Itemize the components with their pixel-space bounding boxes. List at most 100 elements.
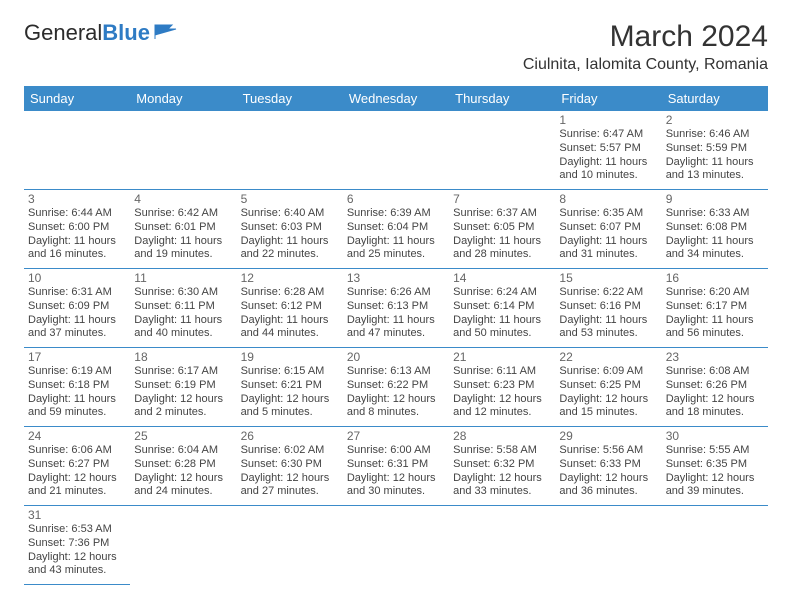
sunset-line: Sunset: 6:25 PM <box>559 379 657 393</box>
calendar-table: Sunday Monday Tuesday Wednesday Thursday… <box>24 86 768 585</box>
sunset-line: Sunset: 6:08 PM <box>666 221 764 235</box>
daylight-line-1: Daylight: 11 hours <box>28 235 126 249</box>
daylight-line-1: Daylight: 12 hours <box>347 393 445 407</box>
daylight-line-1: Daylight: 12 hours <box>453 472 551 486</box>
col-sat: Saturday <box>662 86 768 111</box>
daylight-line-1: Daylight: 11 hours <box>347 314 445 328</box>
sunset-line: Sunset: 6:26 PM <box>666 379 764 393</box>
daylight-line-1: Daylight: 11 hours <box>559 314 657 328</box>
sunset-line: Sunset: 6:28 PM <box>134 458 232 472</box>
daylight-line-1: Daylight: 11 hours <box>241 314 339 328</box>
sunset-line: Sunset: 6:27 PM <box>28 458 126 472</box>
daylight-line-1: Daylight: 12 hours <box>559 472 657 486</box>
sunset-line: Sunset: 6:30 PM <box>241 458 339 472</box>
calendar-cell: 20Sunrise: 6:13 AMSunset: 6:22 PMDayligh… <box>343 348 449 427</box>
calendar-cell: 5Sunrise: 6:40 AMSunset: 6:03 PMDaylight… <box>237 190 343 269</box>
daylight-line-2: and 18 minutes. <box>666 406 764 420</box>
sunset-line: Sunset: 6:32 PM <box>453 458 551 472</box>
sunrise-line: Sunrise: 6:04 AM <box>134 444 232 458</box>
day-number: 15 <box>559 271 657 285</box>
logo-flag-icon <box>154 23 180 41</box>
day-number: 29 <box>559 429 657 443</box>
sunset-line: Sunset: 6:19 PM <box>134 379 232 393</box>
calendar-cell <box>130 506 236 585</box>
daylight-line-2: and 31 minutes. <box>559 248 657 262</box>
daylight-line-1: Daylight: 11 hours <box>453 235 551 249</box>
day-number: 6 <box>347 192 445 206</box>
sunrise-line: Sunrise: 6:37 AM <box>453 207 551 221</box>
sunrise-line: Sunrise: 6:44 AM <box>28 207 126 221</box>
sunrise-line: Sunrise: 6:19 AM <box>28 365 126 379</box>
sunrise-line: Sunrise: 5:55 AM <box>666 444 764 458</box>
calendar-cell: 27Sunrise: 6:00 AMSunset: 6:31 PMDayligh… <box>343 427 449 506</box>
sunrise-line: Sunrise: 6:09 AM <box>559 365 657 379</box>
daylight-line-2: and 44 minutes. <box>241 327 339 341</box>
sunrise-line: Sunrise: 5:56 AM <box>559 444 657 458</box>
day-number: 27 <box>347 429 445 443</box>
calendar-row: 31Sunrise: 6:53 AMSunset: 7:36 PMDayligh… <box>24 506 768 585</box>
col-mon: Monday <box>130 86 236 111</box>
daylight-line-2: and 12 minutes. <box>453 406 551 420</box>
sunset-line: Sunset: 6:04 PM <box>347 221 445 235</box>
daylight-line-2: and 15 minutes. <box>559 406 657 420</box>
daylight-line-1: Daylight: 12 hours <box>347 472 445 486</box>
sunset-line: Sunset: 6:03 PM <box>241 221 339 235</box>
sunset-line: Sunset: 6:18 PM <box>28 379 126 393</box>
sunrise-line: Sunrise: 6:47 AM <box>559 128 657 142</box>
sunset-line: Sunset: 6:35 PM <box>666 458 764 472</box>
day-number: 16 <box>666 271 764 285</box>
day-number: 12 <box>241 271 339 285</box>
calendar-cell: 24Sunrise: 6:06 AMSunset: 6:27 PMDayligh… <box>24 427 130 506</box>
sunset-line: Sunset: 6:14 PM <box>453 300 551 314</box>
header: GeneralBlue March 2024 Ciulnita, Ialomit… <box>24 20 768 74</box>
sunrise-line: Sunrise: 6:30 AM <box>134 286 232 300</box>
sunset-line: Sunset: 6:11 PM <box>134 300 232 314</box>
col-fri: Friday <box>555 86 661 111</box>
calendar-row: 10Sunrise: 6:31 AMSunset: 6:09 PMDayligh… <box>24 269 768 348</box>
daylight-line-2: and 13 minutes. <box>666 169 764 183</box>
sunset-line: Sunset: 5:57 PM <box>559 142 657 156</box>
calendar-cell: 17Sunrise: 6:19 AMSunset: 6:18 PMDayligh… <box>24 348 130 427</box>
calendar-cell: 3Sunrise: 6:44 AMSunset: 6:00 PMDaylight… <box>24 190 130 269</box>
day-number: 9 <box>666 192 764 206</box>
day-number: 25 <box>134 429 232 443</box>
daylight-line-1: Daylight: 11 hours <box>666 314 764 328</box>
calendar-cell: 2Sunrise: 6:46 AMSunset: 5:59 PMDaylight… <box>662 111 768 190</box>
col-thu: Thursday <box>449 86 555 111</box>
daylight-line-2: and 2 minutes. <box>134 406 232 420</box>
calendar-cell: 19Sunrise: 6:15 AMSunset: 6:21 PMDayligh… <box>237 348 343 427</box>
calendar-cell: 29Sunrise: 5:56 AMSunset: 6:33 PMDayligh… <box>555 427 661 506</box>
logo-text-2: Blue <box>102 20 150 46</box>
sunrise-line: Sunrise: 6:06 AM <box>28 444 126 458</box>
day-number: 22 <box>559 350 657 364</box>
day-number: 5 <box>241 192 339 206</box>
calendar-cell: 22Sunrise: 6:09 AMSunset: 6:25 PMDayligh… <box>555 348 661 427</box>
calendar-cell: 1Sunrise: 6:47 AMSunset: 5:57 PMDaylight… <box>555 111 661 190</box>
calendar-cell: 9Sunrise: 6:33 AMSunset: 6:08 PMDaylight… <box>662 190 768 269</box>
calendar-cell <box>343 506 449 585</box>
daylight-line-1: Daylight: 11 hours <box>347 235 445 249</box>
logo-text-1: General <box>24 20 102 46</box>
daylight-line-2: and 37 minutes. <box>28 327 126 341</box>
day-number: 30 <box>666 429 764 443</box>
sunrise-line: Sunrise: 6:33 AM <box>666 207 764 221</box>
day-number: 23 <box>666 350 764 364</box>
sunset-line: Sunset: 6:13 PM <box>347 300 445 314</box>
daylight-line-2: and 30 minutes. <box>347 485 445 499</box>
daylight-line-1: Daylight: 12 hours <box>241 472 339 486</box>
daylight-line-2: and 39 minutes. <box>666 485 764 499</box>
calendar-cell: 25Sunrise: 6:04 AMSunset: 6:28 PMDayligh… <box>130 427 236 506</box>
header-row: Sunday Monday Tuesday Wednesday Thursday… <box>24 86 768 111</box>
sunrise-line: Sunrise: 6:00 AM <box>347 444 445 458</box>
sunset-line: Sunset: 6:22 PM <box>347 379 445 393</box>
calendar-cell <box>449 506 555 585</box>
calendar-cell: 28Sunrise: 5:58 AMSunset: 6:32 PMDayligh… <box>449 427 555 506</box>
sunset-line: Sunset: 6:31 PM <box>347 458 445 472</box>
sunrise-line: Sunrise: 6:39 AM <box>347 207 445 221</box>
daylight-line-2: and 5 minutes. <box>241 406 339 420</box>
daylight-line-2: and 28 minutes. <box>453 248 551 262</box>
sunrise-line: Sunrise: 6:35 AM <box>559 207 657 221</box>
sunrise-line: Sunrise: 6:26 AM <box>347 286 445 300</box>
daylight-line-2: and 22 minutes. <box>241 248 339 262</box>
day-number: 17 <box>28 350 126 364</box>
